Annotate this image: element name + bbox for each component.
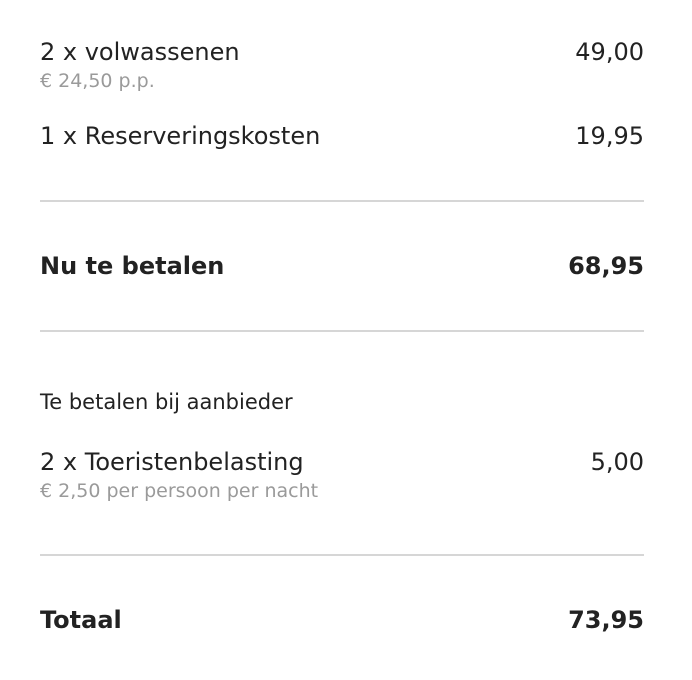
line-item-amount: 5,00 xyxy=(590,448,644,476)
divider xyxy=(40,330,644,332)
line-item-label: 1 x Reserveringskosten xyxy=(40,122,321,150)
total-row: Totaal 73,95 xyxy=(40,606,644,634)
line-item-reservation-fee: 1 x Reserveringskosten 19,95 xyxy=(40,122,644,150)
line-item-amount: 49,00 xyxy=(575,38,644,66)
line-item-adults: 2 x volwassenen 49,00 xyxy=(40,38,644,66)
line-item-amount: 19,95 xyxy=(575,122,644,150)
provider-heading: Te betalen bij aanbieder xyxy=(40,390,293,414)
divider xyxy=(40,554,644,556)
total-amount: 73,95 xyxy=(568,606,644,634)
line-item-label: 2 x volwassenen xyxy=(40,38,240,66)
divider xyxy=(40,200,644,202)
line-item-detail: € 24,50 p.p. xyxy=(40,70,155,92)
line-item-label: 2 x Toeristenbelasting xyxy=(40,448,304,476)
line-item-tourist-tax: 2 x Toeristenbelasting 5,00 xyxy=(40,448,644,476)
subtotal-amount: 68,95 xyxy=(568,252,644,280)
subtotal-label: Nu te betalen xyxy=(40,252,225,280)
subtotal-row: Nu te betalen 68,95 xyxy=(40,252,644,280)
line-item-detail: € 2,50 per persoon per nacht xyxy=(40,480,319,502)
total-label: Totaal xyxy=(40,606,122,634)
